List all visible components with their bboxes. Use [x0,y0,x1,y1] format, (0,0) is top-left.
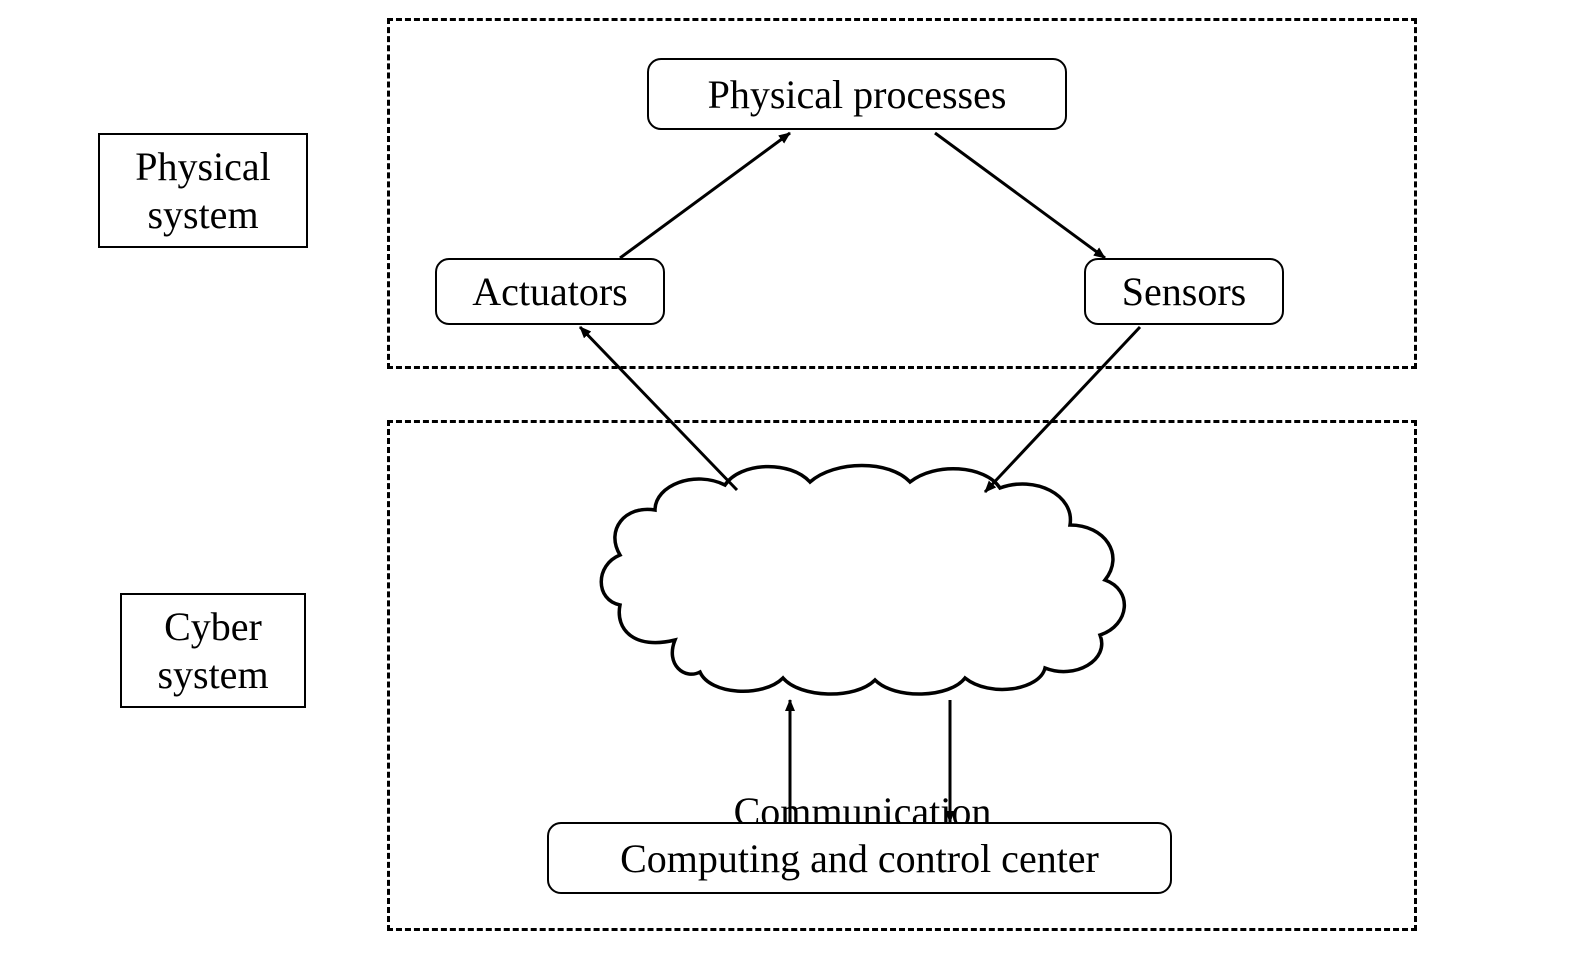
cyber-system-label: Cyber system [120,593,306,708]
cyber-system-label-line2: system [157,651,268,699]
node-physical-processes: Physical processes [647,58,1067,130]
node-sensors-label: Sensors [1122,268,1246,315]
cyber-system-label-line1: Cyber [164,603,262,651]
node-physical-processes-label: Physical processes [708,71,1007,118]
node-sensors: Sensors [1084,258,1284,325]
node-computing-control-center: Computing and control center [547,822,1172,894]
physical-system-label: Physical system [98,133,308,248]
diagram-canvas: Physical system Cyber system Physical pr… [0,0,1575,955]
node-computing-control-center-label: Computing and control center [620,835,1099,882]
node-actuators: Actuators [435,258,665,325]
node-communication-networks: Communication networks [585,450,1140,700]
physical-system-label-line1: Physical [135,143,271,191]
physical-system-label-line2: system [147,191,258,239]
cloud-icon [585,450,1140,700]
node-actuators-label: Actuators [472,268,628,315]
